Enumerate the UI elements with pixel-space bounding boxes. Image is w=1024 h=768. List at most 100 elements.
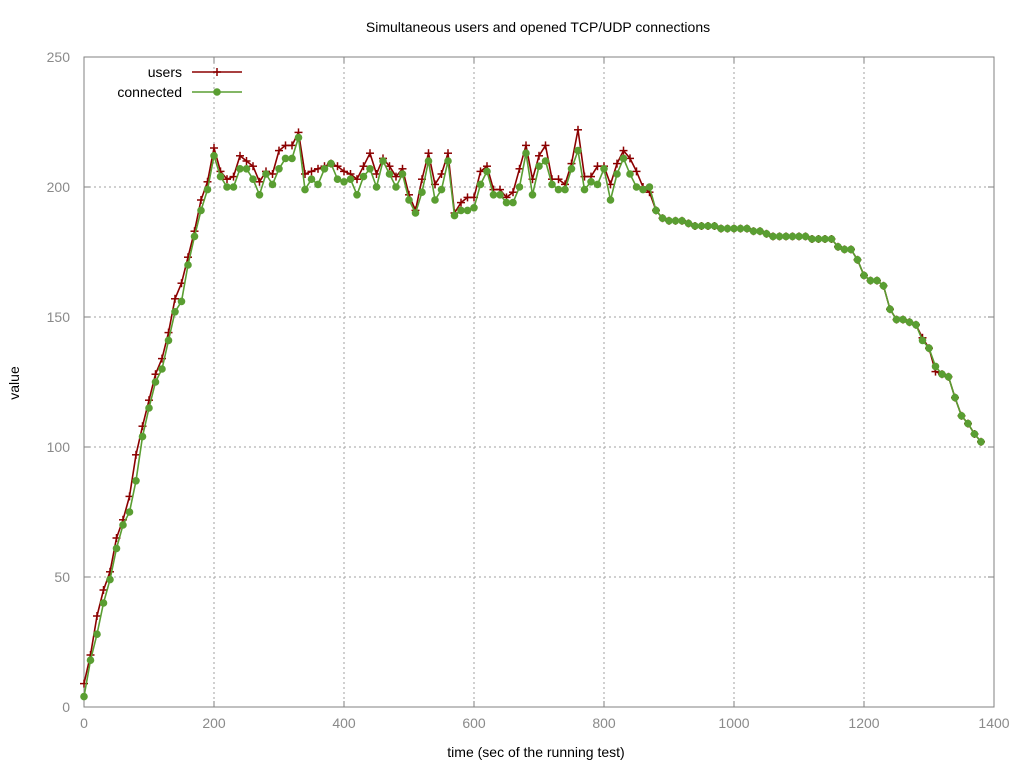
data-point-connected	[691, 222, 699, 230]
data-point-connected	[678, 217, 686, 225]
data-point-users	[314, 164, 322, 173]
series-line-users	[83, 129, 982, 684]
data-point-users	[340, 167, 348, 176]
data-point-users	[541, 141, 550, 150]
data-point-users	[151, 370, 160, 379]
data-point-connected	[814, 235, 823, 243]
data-point-connected	[606, 196, 615, 204]
data-point-connected	[853, 255, 862, 264]
data-point-users	[288, 141, 296, 150]
data-point-connected	[626, 170, 634, 178]
data-point-connected	[580, 185, 589, 194]
x-tick-label: 1200	[848, 715, 879, 731]
data-point-connected	[145, 404, 153, 412]
data-point-connected	[749, 227, 758, 236]
data-point-connected	[301, 185, 309, 194]
data-point-connected	[385, 170, 394, 178]
data-point-connected	[242, 165, 251, 173]
y-tick-label: 100	[47, 439, 71, 455]
data-point-users	[171, 294, 179, 303]
data-point-users	[554, 175, 563, 184]
data-point-connected	[827, 235, 836, 243]
data-point-users	[307, 167, 316, 176]
data-point-connected	[470, 204, 478, 212]
data-point-connected	[834, 243, 842, 251]
data-point-connected	[951, 393, 959, 402]
data-point-connected	[632, 183, 641, 191]
data-point-connected	[944, 372, 953, 381]
series-users	[80, 125, 985, 688]
data-point-connected	[333, 175, 342, 184]
data-point-connected	[593, 180, 602, 189]
data-point-connected	[535, 162, 543, 171]
data-point-connected	[554, 185, 563, 194]
data-point-users	[359, 162, 368, 171]
data-point-connected	[717, 224, 725, 233]
data-point-users	[626, 154, 634, 163]
data-point-connected	[223, 183, 231, 191]
data-point-connected	[314, 180, 322, 189]
data-point-connected	[886, 305, 894, 314]
data-point-connected	[444, 157, 452, 165]
data-point-connected	[340, 178, 348, 186]
series-line-connected	[83, 136, 982, 697]
x-tick-label: 400	[332, 715, 356, 731]
data-point-connected	[281, 154, 290, 163]
y-tick-label: 250	[47, 49, 71, 65]
legend-label-connected: connected	[117, 84, 182, 100]
data-point-connected	[509, 198, 517, 207]
data-point-connected	[873, 276, 881, 285]
data-point-users	[392, 172, 400, 181]
y-axis-label: value	[6, 366, 22, 400]
data-point-users	[132, 450, 140, 459]
data-point-connected	[528, 191, 537, 199]
legend-sample-connected	[192, 88, 242, 96]
y-tick-label: 200	[47, 179, 71, 195]
data-point-connected	[665, 217, 673, 225]
data-point-users	[275, 146, 283, 155]
data-point-users	[236, 151, 244, 160]
data-point-users	[366, 149, 374, 158]
data-point-connected	[970, 430, 979, 438]
chart-title: Simultaneous users and opened TCP/UDP co…	[366, 19, 710, 35]
data-point-connected	[925, 344, 933, 353]
data-point-users	[106, 567, 114, 576]
data-point-connected	[294, 133, 303, 142]
data-point-connected	[879, 281, 888, 290]
data-point-users	[164, 328, 173, 337]
data-point-users	[333, 162, 342, 171]
data-point-connected	[567, 165, 576, 173]
y-tick-label: 150	[47, 309, 71, 325]
x-tick-label: 600	[462, 715, 486, 731]
data-point-connected	[418, 188, 426, 197]
data-point-users	[93, 612, 101, 620]
legend-sample-users	[192, 68, 242, 76]
data-point-connected	[736, 224, 745, 233]
data-point-connected	[489, 191, 498, 199]
data-point-users	[255, 177, 264, 186]
data-point-connected	[600, 165, 608, 173]
data-point-connected	[743, 224, 751, 233]
data-point-users	[522, 141, 530, 150]
data-point-connected	[177, 297, 186, 306]
data-point-connected	[255, 191, 264, 199]
x-tick-label: 0	[80, 715, 88, 731]
data-point-connected	[288, 154, 296, 163]
data-point-connected	[424, 157, 433, 165]
data-point-connected	[372, 183, 381, 191]
x-tick-label: 1000	[718, 715, 749, 731]
data-point-connected	[866, 276, 875, 285]
data-point-connected	[808, 235, 816, 243]
data-point-connected	[405, 196, 413, 204]
data-point-connected	[275, 165, 283, 173]
data-point-users	[444, 149, 452, 158]
data-point-connected	[99, 599, 108, 607]
series-group	[80, 125, 985, 701]
data-point-connected	[548, 180, 556, 189]
data-point-users	[457, 198, 465, 207]
data-point-connected	[645, 183, 654, 191]
data-point-users	[268, 170, 277, 178]
data-point-connected	[977, 437, 985, 446]
